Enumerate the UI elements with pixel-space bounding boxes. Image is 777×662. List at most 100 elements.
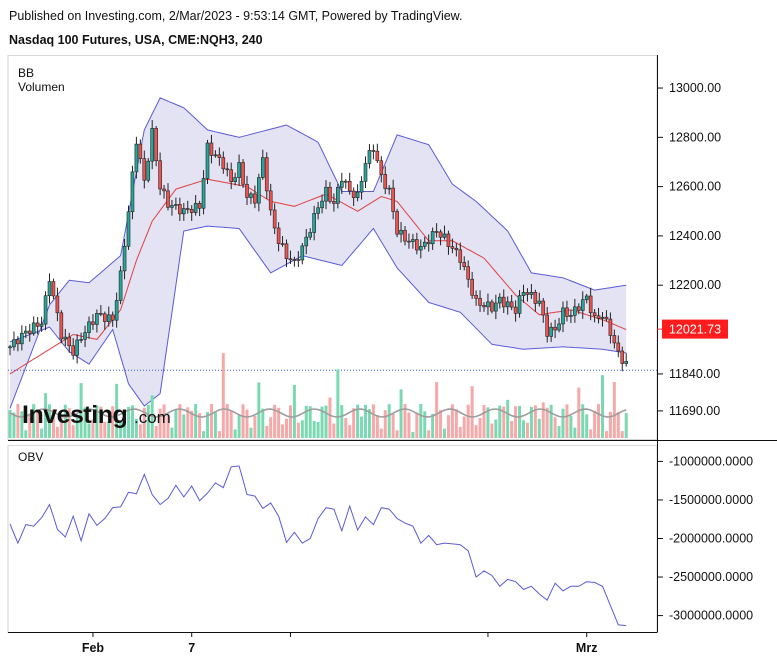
volume-bar — [589, 429, 593, 438]
volume-bar — [202, 431, 206, 438]
price-tick-label: 11690.00 — [669, 404, 720, 418]
candle-body — [27, 330, 32, 334]
candle-body — [110, 314, 115, 321]
price-tick-label: 12600.00 — [669, 180, 721, 194]
volume-bar — [549, 404, 553, 438]
volume-bar — [249, 427, 253, 438]
volume-bar — [379, 428, 383, 438]
candle-body — [185, 208, 190, 210]
volume-bar — [111, 406, 115, 438]
candle-body — [576, 306, 581, 311]
volume-bar — [375, 415, 379, 438]
volume-bar — [12, 412, 16, 438]
candle-body — [549, 326, 553, 337]
candle-body — [158, 160, 162, 190]
volume-bar — [569, 415, 573, 438]
candle-body — [355, 191, 360, 198]
candle-body — [580, 299, 585, 311]
volume-bar — [435, 382, 439, 438]
volume-bar — [502, 406, 506, 438]
volume-bar — [419, 404, 423, 438]
candle-body — [332, 201, 336, 204]
volume-bar — [123, 422, 127, 438]
volume-bar — [162, 404, 166, 438]
volume-bar — [506, 399, 510, 438]
volume-bar — [308, 406, 312, 438]
candle-body — [438, 231, 443, 238]
candle-body — [182, 208, 186, 215]
candle-body — [592, 312, 597, 317]
candle-body — [545, 314, 550, 337]
candle-body — [454, 247, 459, 251]
volume-bar — [529, 406, 533, 438]
candle-body — [229, 169, 233, 182]
legend-volume[interactable]: Volumen — [18, 80, 65, 94]
obv-tick-label: -3000000.0000 — [669, 609, 753, 623]
candle-body — [395, 211, 399, 235]
volume-bar — [403, 404, 407, 438]
volume-bar — [285, 418, 288, 438]
bb-fill — [10, 97, 627, 409]
candle-body — [415, 239, 419, 251]
volume-bar — [67, 408, 71, 438]
legend-obv[interactable]: OBV — [18, 450, 43, 464]
volume-bar — [612, 382, 616, 438]
obv-indicator — [9, 465, 627, 627]
price-axis: 11690.00 11840.00 12200.00 12400.00 12600.00… — [657, 81, 721, 418]
volume-bar — [182, 414, 186, 438]
volume-bar — [470, 386, 474, 438]
volume-bar — [304, 405, 308, 438]
volume-bar — [99, 406, 103, 438]
volume-bar — [624, 413, 628, 438]
volume-bar — [24, 430, 28, 438]
chart-title: Nasdaq 100 Futures, USA, CME:NQH3, 240 — [9, 33, 263, 47]
candle-body — [608, 318, 613, 336]
candle-body — [403, 229, 407, 242]
candle-body — [494, 302, 498, 312]
volume-ma-line — [9, 408, 627, 418]
volume-bar — [217, 431, 221, 438]
volume-bar — [127, 406, 130, 438]
legend-bb[interactable]: BB — [18, 66, 34, 80]
volume-bar — [265, 426, 269, 438]
volume-bar — [371, 404, 375, 438]
candle-body — [237, 162, 241, 178]
candle-body — [95, 313, 99, 325]
candle-body — [434, 231, 439, 233]
candle-body — [126, 211, 131, 247]
volume-bar — [40, 428, 44, 438]
candle-body — [470, 278, 474, 296]
candle-body — [39, 323, 44, 327]
volume-bar — [537, 418, 541, 438]
investing-logo: Investing .com — [22, 401, 171, 429]
volume-bar — [8, 410, 12, 438]
volume-bar — [229, 410, 233, 438]
volume-bar — [28, 413, 32, 438]
volume-bar — [130, 405, 134, 438]
volume-bar — [431, 413, 435, 438]
candle-body — [217, 154, 222, 158]
candle-body — [387, 187, 392, 190]
volume-bar — [87, 423, 91, 438]
volume-bar — [63, 404, 67, 438]
candle-body — [245, 183, 249, 198]
volume-bar — [55, 426, 59, 438]
candle-body — [312, 213, 316, 233]
volume-bar — [253, 415, 257, 438]
volume-bar — [482, 405, 486, 438]
candle-body — [458, 249, 463, 263]
candle-body — [351, 190, 356, 198]
bb-upper-line — [9, 97, 627, 409]
candle-body — [320, 200, 324, 209]
volume-bar — [51, 409, 55, 438]
volume-bar — [288, 405, 292, 438]
volume-bar — [241, 404, 245, 438]
volume-bar — [190, 410, 194, 438]
candle-body — [241, 162, 245, 185]
volume-bar — [364, 404, 367, 438]
volume-bar — [553, 417, 557, 438]
volume-bar — [332, 423, 336, 438]
volume-bar — [522, 420, 525, 438]
candle-body — [79, 339, 83, 341]
